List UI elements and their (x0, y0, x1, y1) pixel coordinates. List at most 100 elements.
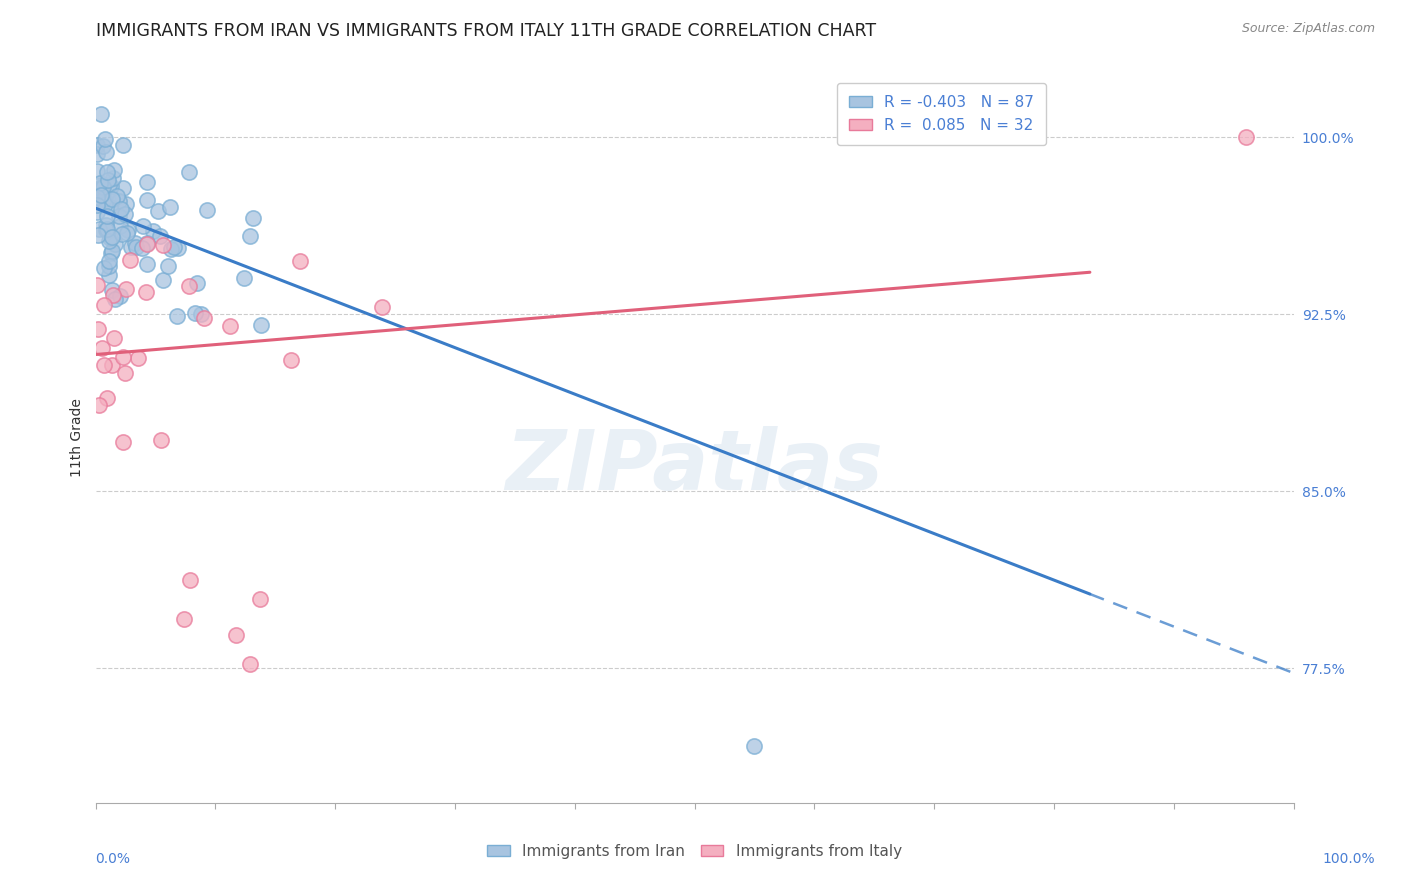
Point (173, 612, 195, 626)
Point (239, 657, 262, 672)
Point (179, 574, 201, 588)
Point (142, 224, 165, 238)
Point (744, 739, 766, 754)
Point (238, 228, 260, 243)
Point (96, 165, 118, 179)
Point (100, 179, 122, 194)
Point (112, 180, 135, 194)
Point (131, 219, 153, 233)
Text: ZIPatlas: ZIPatlas (506, 425, 883, 507)
Point (160, 242, 183, 256)
Point (179, 164, 201, 178)
Point (152, 273, 174, 287)
Point (149, 228, 172, 243)
Point (111, 227, 134, 241)
Point (163, 240, 186, 254)
Point (156, 260, 179, 274)
Point (94, 145, 117, 159)
Point (97, 172, 120, 186)
Point (114, 207, 136, 221)
Point (115, 226, 138, 240)
Point (166, 309, 188, 323)
Point (114, 197, 136, 211)
Point (233, 270, 256, 285)
Point (111, 350, 134, 364)
Point (86, 205, 108, 219)
Point (103, 331, 125, 345)
Point (103, 163, 125, 178)
Text: 0.0%: 0.0% (96, 852, 131, 866)
Point (96, 209, 118, 223)
Point (120, 252, 142, 267)
Point (152, 238, 174, 252)
Point (87, 222, 110, 236)
Text: IMMIGRANTS FROM IRAN VS IMMIGRANTS FROM ITALY 11TH GRADE CORRELATION CHART: IMMIGRANTS FROM IRAN VS IMMIGRANTS FROM … (96, 22, 876, 40)
Point (1234, 130, 1257, 145)
Point (101, 171, 124, 186)
Point (115, 282, 138, 296)
Point (111, 137, 134, 152)
Y-axis label: 11th Grade: 11th Grade (70, 398, 84, 476)
Point (86, 164, 108, 178)
Point (146, 204, 169, 219)
Point (218, 318, 240, 333)
Point (105, 189, 128, 203)
Point (91, 139, 114, 153)
Point (86, 189, 108, 203)
Point (125, 239, 148, 253)
Point (98, 231, 121, 245)
Point (97, 178, 120, 192)
Point (150, 433, 173, 447)
Point (104, 237, 127, 252)
Point (93, 298, 115, 312)
Point (117, 223, 139, 237)
Point (90, 341, 112, 355)
Point (136, 193, 159, 207)
Point (97, 259, 120, 273)
Point (86, 278, 108, 293)
Point (94, 218, 117, 232)
Point (193, 311, 215, 326)
Point (242, 211, 264, 226)
Point (249, 318, 271, 332)
Point (103, 287, 125, 301)
Point (114, 367, 136, 381)
Point (190, 307, 212, 321)
Point (94, 223, 117, 237)
Point (135, 257, 157, 271)
Point (90, 180, 112, 194)
Point (127, 351, 149, 365)
Point (159, 201, 181, 215)
Point (183, 306, 205, 320)
Point (93, 192, 115, 206)
Point (91, 186, 114, 201)
Point (101, 359, 124, 373)
Point (225, 627, 247, 641)
Point (89, 176, 111, 190)
Point (93, 359, 115, 373)
Point (177, 278, 200, 293)
Point (100, 244, 122, 259)
Point (280, 352, 302, 367)
Point (110, 288, 132, 302)
Point (104, 292, 127, 306)
Point (86, 146, 108, 161)
Legend: Immigrants from Iran, Immigrants from Italy: Immigrants from Iran, Immigrants from It… (481, 838, 908, 864)
Point (288, 254, 311, 268)
Point (131, 241, 153, 255)
Text: Source: ZipAtlas.com: Source: ZipAtlas.com (1241, 22, 1375, 36)
Point (97, 234, 120, 248)
Point (98, 254, 121, 268)
Point (111, 435, 134, 450)
Point (120, 240, 142, 254)
Point (135, 237, 157, 252)
Point (136, 175, 159, 189)
Text: 100.0%: 100.0% (1323, 852, 1375, 866)
Point (90, 187, 112, 202)
Point (93, 261, 115, 276)
Point (371, 301, 394, 315)
Point (96, 222, 118, 236)
Point (87, 322, 110, 336)
Point (186, 276, 208, 290)
Point (98, 268, 121, 282)
